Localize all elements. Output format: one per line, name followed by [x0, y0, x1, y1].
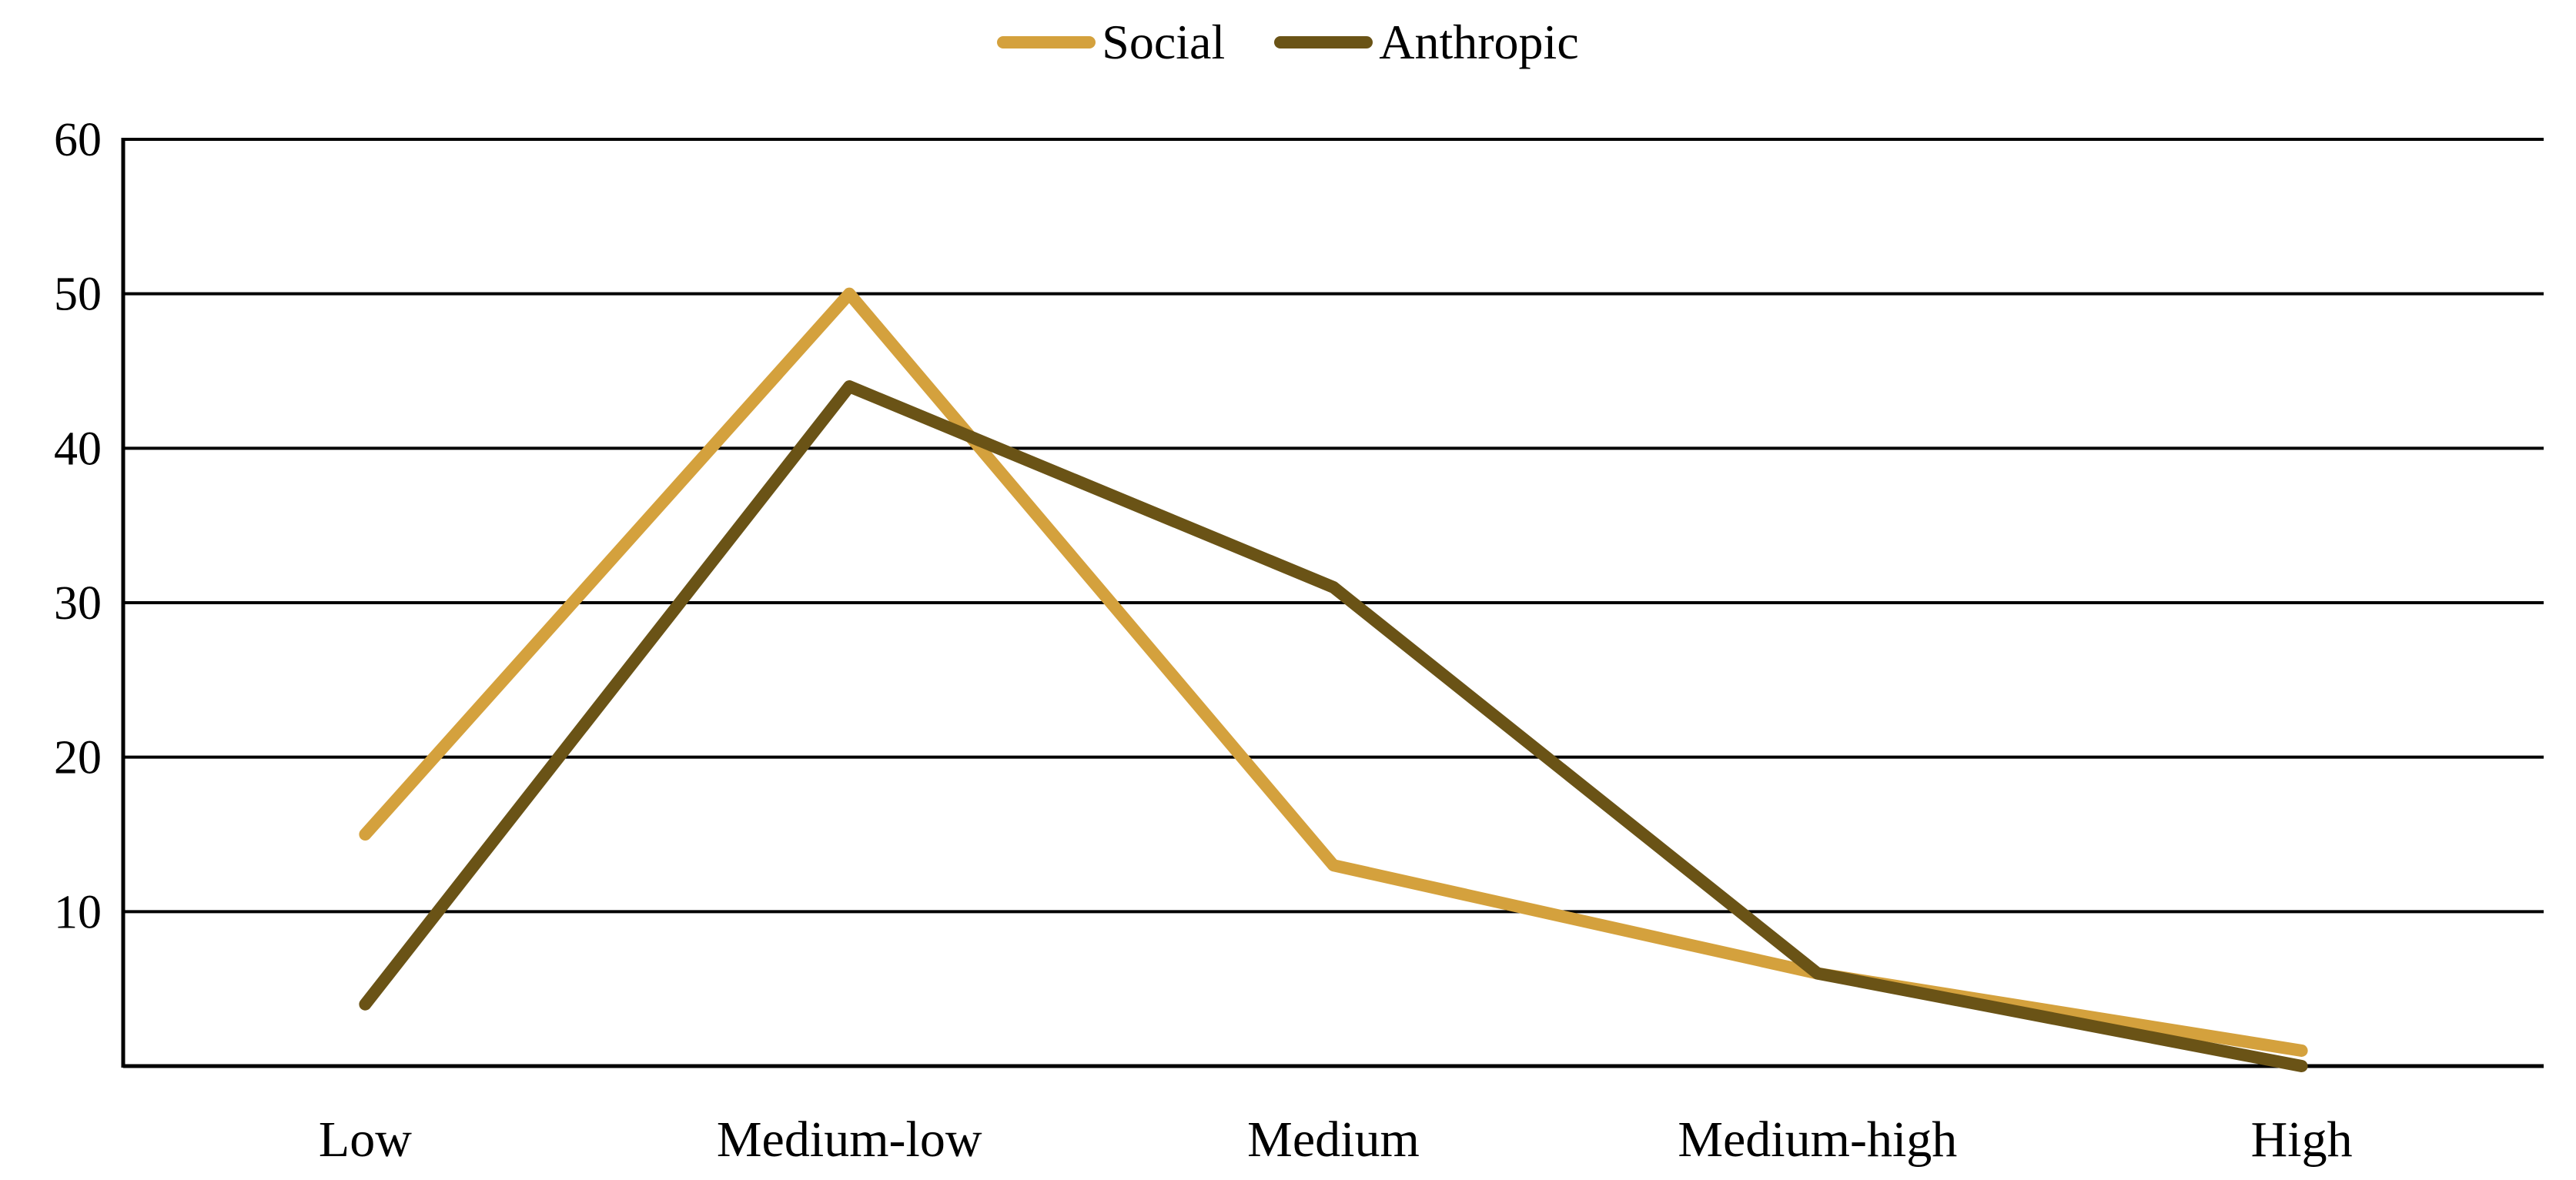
x-axis-label-medium: Medium — [1247, 1111, 1420, 1168]
x-axis-label-medium-low: Medium-low — [717, 1111, 982, 1168]
series-line-anthropic — [359, 380, 2308, 1072]
y-tick-label-30: 30 — [54, 577, 102, 630]
y-tick-label-50: 50 — [54, 269, 102, 321]
x-axis-label-low: Low — [319, 1111, 412, 1168]
legend-label-anthropic: Anthropic — [1379, 15, 1579, 69]
series-lines — [359, 287, 2308, 1072]
y-tick-label-60: 60 — [54, 114, 102, 166]
x-axis-labels: Low Medium-low Medium Medium-high High — [319, 1111, 2353, 1168]
y-tick-label-40: 40 — [54, 423, 102, 475]
legend-item-anthropic: Anthropic — [1274, 14, 1579, 71]
legend-item-social: Social — [997, 14, 1225, 71]
y-tick-label-20: 20 — [54, 732, 102, 784]
legend-swatch-social — [997, 35, 1096, 48]
x-axis-label-high: High — [2251, 1111, 2353, 1168]
gridlines — [123, 138, 2544, 1068]
y-tick-label-10: 10 — [54, 886, 102, 938]
legend-swatch-anthropic — [1274, 35, 1373, 48]
x-axis-label-medium-high: Medium-high — [1678, 1111, 1957, 1168]
series-line-social — [359, 287, 2308, 1057]
chart-legend: Social Anthropic — [0, 14, 2576, 71]
y-axis-labels: 10 20 30 40 50 60 — [54, 114, 102, 938]
legend-label-social: Social — [1102, 15, 1226, 69]
